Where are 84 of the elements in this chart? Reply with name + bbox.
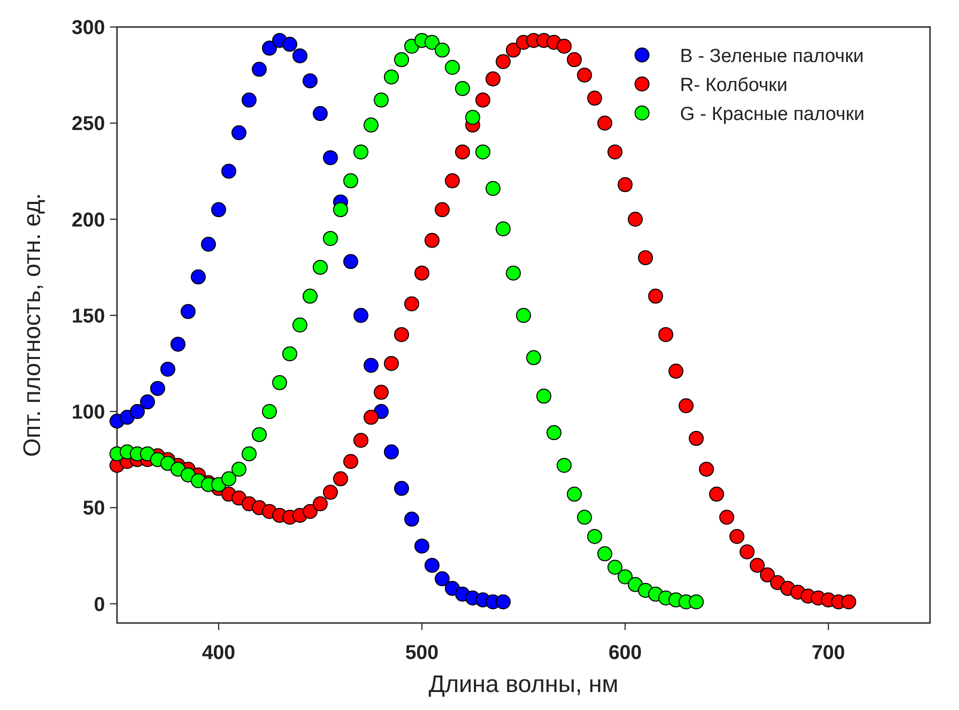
point (343, 173, 358, 188)
point (394, 52, 410, 68)
point (200, 236, 216, 252)
point (211, 202, 226, 218)
point (312, 260, 328, 275)
point (262, 40, 277, 56)
point (130, 404, 145, 419)
point (384, 70, 399, 84)
point (282, 36, 298, 52)
point (404, 512, 420, 527)
point (597, 546, 612, 562)
point (292, 48, 308, 64)
point (252, 62, 267, 77)
point (252, 427, 267, 442)
point (302, 288, 318, 304)
point (150, 380, 166, 396)
point (556, 458, 572, 473)
point (322, 231, 338, 246)
point (180, 304, 196, 320)
point (496, 594, 511, 610)
point (170, 336, 186, 352)
point (160, 362, 176, 377)
point (364, 118, 379, 133)
y-tick-label: 200 (72, 209, 105, 232)
x-tick-label: 500 (405, 642, 439, 664)
point (506, 266, 521, 281)
point (587, 529, 602, 544)
point (292, 318, 308, 332)
point (140, 394, 155, 410)
point (444, 60, 460, 75)
x-tick-label: 600 (608, 642, 642, 664)
point (536, 388, 552, 404)
point (221, 164, 236, 179)
point (688, 594, 704, 610)
point (231, 462, 246, 477)
point (607, 560, 622, 575)
point (242, 446, 257, 462)
y-tick-label: 150 (72, 305, 105, 328)
y-tick-label: 0 (94, 594, 105, 616)
point (312, 106, 328, 121)
point (424, 558, 440, 573)
point (434, 571, 450, 586)
point (221, 471, 236, 486)
point (414, 538, 430, 554)
legend-label: R- Колбочки (680, 75, 788, 96)
point (576, 510, 592, 525)
point (190, 269, 206, 284)
x-axis-title: Длина волны, нм (428, 671, 618, 698)
point (496, 221, 511, 236)
y-tick-label: 300 (72, 17, 105, 39)
point (374, 92, 389, 108)
legend-label: B - Зеленые палочки (680, 46, 864, 67)
point (272, 375, 288, 390)
point (353, 144, 368, 160)
point (516, 308, 531, 323)
y-tick-label: 50 (82, 498, 105, 520)
point (434, 42, 450, 58)
point (242, 92, 257, 108)
point (343, 254, 358, 270)
point (475, 144, 490, 160)
point (455, 81, 470, 96)
point (394, 480, 410, 496)
point (282, 346, 298, 362)
x-tick-label: 400 (202, 642, 236, 664)
point (486, 181, 501, 196)
y-axis-title: Опт. плотность, отн. ед. (19, 193, 46, 457)
point (322, 150, 338, 166)
point (546, 425, 562, 440)
point (384, 444, 399, 460)
point (566, 486, 582, 502)
point (424, 34, 440, 50)
point (302, 73, 318, 88)
x-tick-label: 700 (812, 642, 846, 664)
legend-label: G - Красные палочки (680, 104, 864, 125)
y-tick-label: 100 (72, 402, 105, 424)
point (526, 350, 542, 366)
point (618, 569, 633, 584)
point (333, 202, 348, 218)
point (262, 404, 277, 419)
point (231, 125, 246, 140)
y-tick-label: 250 (72, 113, 105, 136)
point (364, 358, 379, 373)
point (353, 308, 368, 323)
point (465, 110, 480, 125)
